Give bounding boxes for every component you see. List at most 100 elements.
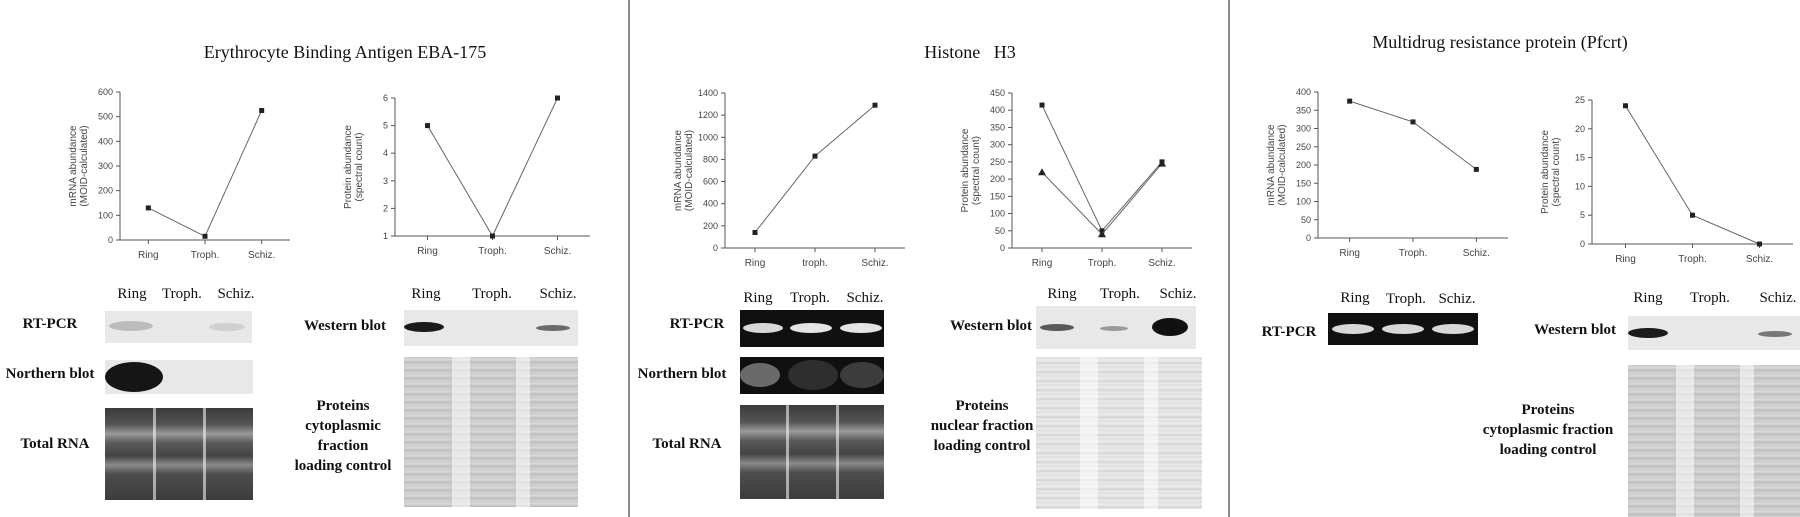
y-axis-label: mRNA abundance(MOID-calculated)	[673, 129, 695, 211]
band	[840, 323, 882, 333]
y-tick-label: 200	[990, 174, 1005, 184]
y-tick-label: 10	[1575, 181, 1585, 191]
data-point	[1098, 230, 1106, 238]
y-tick-label: 600	[703, 177, 718, 187]
band	[109, 321, 153, 331]
data-point	[1347, 98, 1353, 104]
y-tick-label: 6	[383, 93, 388, 103]
band	[1628, 328, 1668, 338]
band	[536, 325, 570, 331]
data-point	[555, 95, 560, 101]
y-tick-label: 500	[98, 112, 113, 122]
lane-label: Ring	[743, 290, 773, 306]
y-tick-label: 200	[98, 186, 113, 196]
y-tick-label: 1200	[698, 110, 718, 120]
y-tick-label: 100	[98, 210, 113, 220]
y-tick-label: 350	[1296, 105, 1311, 115]
y-tick-label: 400	[98, 136, 113, 146]
panel-2-title: Histone H3	[924, 42, 1016, 62]
lane-gap	[1676, 365, 1694, 517]
band	[1382, 324, 1424, 334]
panel-divider-1	[628, 0, 630, 517]
y-tick-label: 50	[1301, 215, 1311, 225]
y-tick-label: 15	[1575, 153, 1585, 163]
lane-label: Troph.	[1386, 291, 1426, 307]
x-tick-label: Schiz.	[861, 258, 888, 269]
y-tick-label: 0	[1580, 239, 1585, 249]
y-tick-label: 250	[990, 157, 1005, 167]
band	[1432, 324, 1474, 334]
y-tick-label: 0	[1000, 243, 1005, 253]
x-tick-label: Schiz.	[248, 250, 275, 261]
blot-northern	[740, 357, 884, 394]
band	[840, 362, 884, 388]
data-point	[872, 102, 878, 108]
row-label-total-rna: Total RNA	[20, 436, 90, 452]
y-axis-label: mRNA abundance(MOID-calculated)	[68, 125, 90, 207]
data-point	[490, 233, 495, 239]
y-tick-label: 2	[383, 203, 388, 213]
band	[1040, 324, 1074, 331]
protein-loading-label: Proteins nuclear fraction loading contro…	[930, 398, 1034, 454]
y-tick-label: 400	[703, 199, 718, 209]
y-axis-label: Protein abundance(spectral count)	[1540, 130, 1562, 214]
y-tick-label: 5	[383, 121, 388, 131]
x-tick-label: Troph.	[1678, 254, 1707, 265]
x-tick-label: Ring	[417, 246, 438, 257]
band	[743, 323, 783, 333]
band	[740, 363, 780, 387]
data-point	[1473, 166, 1479, 172]
lane-label: Troph.	[472, 286, 512, 302]
data-point	[1410, 119, 1416, 125]
blot-rt-pcr	[740, 310, 884, 347]
x-tick-label: Schiz.	[544, 246, 571, 257]
row-label-northern-blot: Northern blot	[5, 366, 95, 382]
y-tick-label: 1	[383, 231, 388, 241]
lane-label: Schiz.	[846, 290, 884, 306]
x-tick-label: troph.	[802, 258, 828, 269]
y-tick-label: 450	[990, 88, 1005, 98]
row-label-western-blot: Western blot	[1533, 322, 1617, 338]
data-point	[145, 205, 151, 211]
y-tick-label: 20	[1575, 124, 1585, 134]
x-tick-label: Ring	[745, 258, 766, 269]
lane-gap	[836, 405, 839, 499]
lane-label: Troph.	[162, 286, 202, 302]
y-tick-label: 1400	[698, 88, 718, 98]
x-tick-label: Troph.	[1088, 258, 1117, 269]
row-label-northern-blot: Northern blot	[637, 366, 727, 382]
x-tick-label: Troph.	[1399, 248, 1428, 259]
lane-label: Troph.	[1690, 290, 1730, 306]
y-tick-label: 150	[990, 191, 1005, 201]
lane-gap	[452, 357, 470, 507]
lane-gap	[153, 408, 156, 500]
y-tick-label: 0	[1306, 233, 1311, 243]
x-tick-label: Schiz.	[1148, 258, 1175, 269]
blot-western	[404, 310, 578, 346]
x-tick-label: Ring	[1615, 254, 1636, 265]
lane-label: Ring	[1047, 286, 1077, 302]
data-point	[752, 230, 758, 235]
y-tick-label: 100	[990, 209, 1005, 219]
data-point	[1757, 241, 1762, 247]
y-tick-label: 1000	[698, 132, 718, 142]
x-tick-label: Ring	[1032, 258, 1053, 269]
lane-gap	[786, 405, 789, 499]
y-tick-label: 300	[98, 161, 113, 171]
lane-label: Schiz.	[217, 286, 255, 302]
lane-label: Schiz.	[1159, 286, 1197, 302]
x-tick-label: Troph.	[191, 250, 220, 261]
y-tick-label: 200	[1296, 160, 1311, 170]
x-tick-label: Ring	[1339, 248, 1360, 259]
lane-label: Troph.	[790, 290, 830, 306]
blot-total-rna	[105, 408, 253, 500]
band	[788, 360, 838, 390]
x-tick-label: Schiz.	[1746, 254, 1773, 265]
data-point	[1038, 168, 1046, 176]
x-tick-label: Troph.	[478, 246, 507, 257]
band	[1152, 318, 1188, 336]
